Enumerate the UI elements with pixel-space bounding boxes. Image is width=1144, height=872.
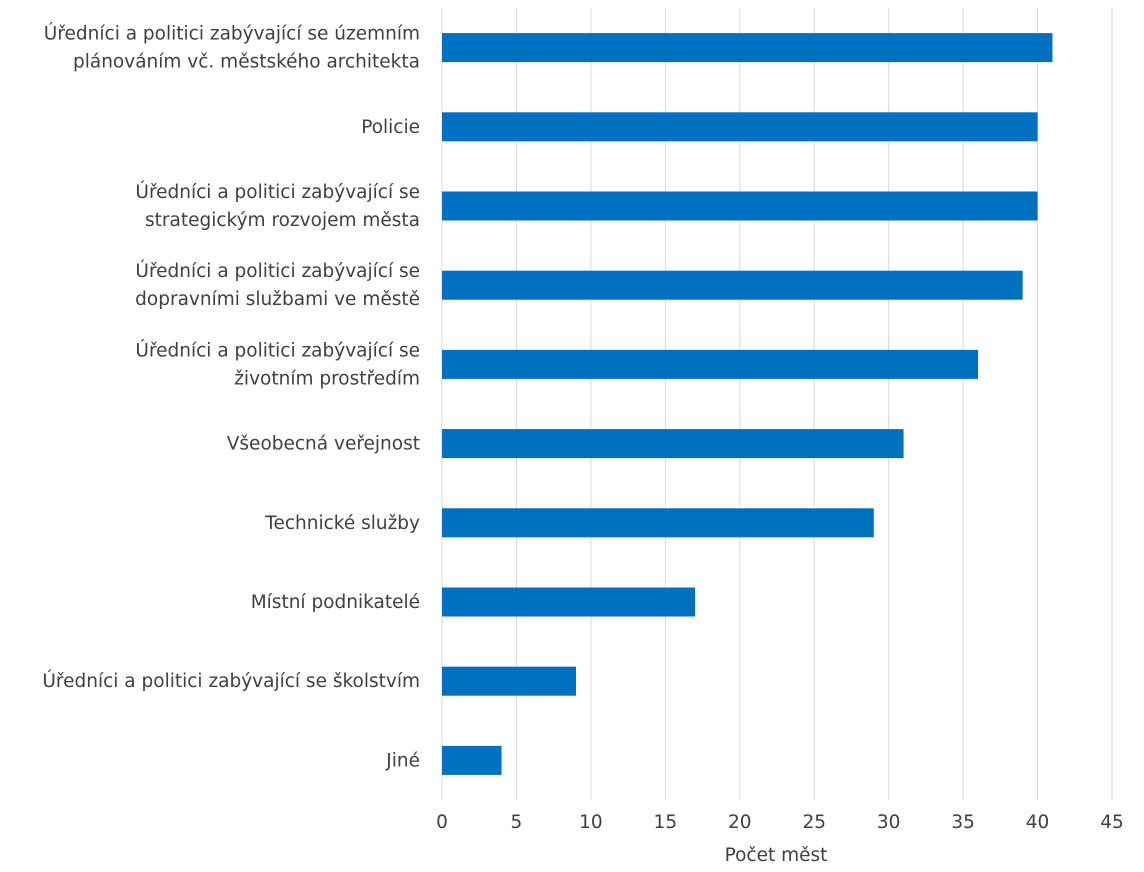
bar (442, 745, 502, 775)
category-label: Místní podnikatelé (251, 592, 420, 613)
x-tick-label: 35 (951, 812, 975, 833)
bars (442, 33, 1053, 775)
category-label-line: Úředníci a politici zabývající se (135, 260, 420, 282)
x-tick-label: 25 (802, 812, 826, 833)
bar (442, 33, 1053, 63)
x-tick-label: 20 (728, 812, 752, 833)
category-label-line: Jiné (385, 750, 420, 771)
bar (442, 666, 576, 696)
bar (442, 349, 978, 379)
bar (442, 270, 1023, 300)
category-label: Úředníci a politici zabývající se strateg… (135, 181, 420, 231)
category-label: Úředníci a politici zabývající se dopravn… (135, 260, 420, 310)
category-label: Policie (361, 117, 420, 138)
x-tick-label: 45 (1100, 812, 1124, 833)
x-tick-label: 10 (579, 812, 603, 833)
category-label: Úředníci a politici zabývající se školst… (42, 670, 420, 692)
category-label-line: Technické služby (264, 513, 420, 534)
category-label: Úředníci a politici zabývající se územní… (44, 23, 420, 73)
bar (442, 587, 696, 617)
category-label-line: Místní podnikatelé (251, 592, 420, 613)
x-tick-labels: 0 5 10 15 20 25 30 35 40 45 (436, 812, 1124, 833)
x-tick-label: 30 (877, 812, 901, 833)
bar (442, 112, 1038, 142)
x-tick-label: 5 (511, 812, 523, 833)
category-label-line: Úředníci a politici zabývající se (135, 181, 420, 203)
category-label: Jiné (385, 750, 420, 771)
category-label-line: Policie (361, 117, 420, 138)
x-axis-title: Počet měst (725, 845, 828, 866)
category-label-line: strategickým rozvojem města (145, 210, 420, 231)
category-label: Úředníci a politici zabývající se životní… (135, 339, 420, 389)
x-tick-label: 15 (654, 812, 678, 833)
category-label-line: Úředníci a politici zabývající se školst… (42, 670, 420, 692)
category-label-line: Úředníci a politici zabývající se (135, 339, 420, 361)
category-label: Všeobecná veřejnost (227, 434, 420, 455)
x-tick-label: 0 (436, 812, 448, 833)
category-label-line: dopravními službami ve městě (135, 289, 420, 310)
category-labels: Úředníci a politici zabývající se územní… (42, 23, 420, 772)
category-label-line: plánováním vč. městského architekta (73, 52, 420, 73)
category-label-line: životním prostředím (234, 368, 420, 389)
bar (442, 508, 874, 538)
category-label: Technické služby (264, 513, 420, 534)
bar (442, 191, 1038, 221)
x-tick-label: 40 (1026, 812, 1050, 833)
category-label-line: Úředníci a politici zabývající se územní… (44, 23, 420, 45)
category-label-line: Všeobecná veřejnost (227, 434, 420, 455)
bar (442, 429, 904, 459)
